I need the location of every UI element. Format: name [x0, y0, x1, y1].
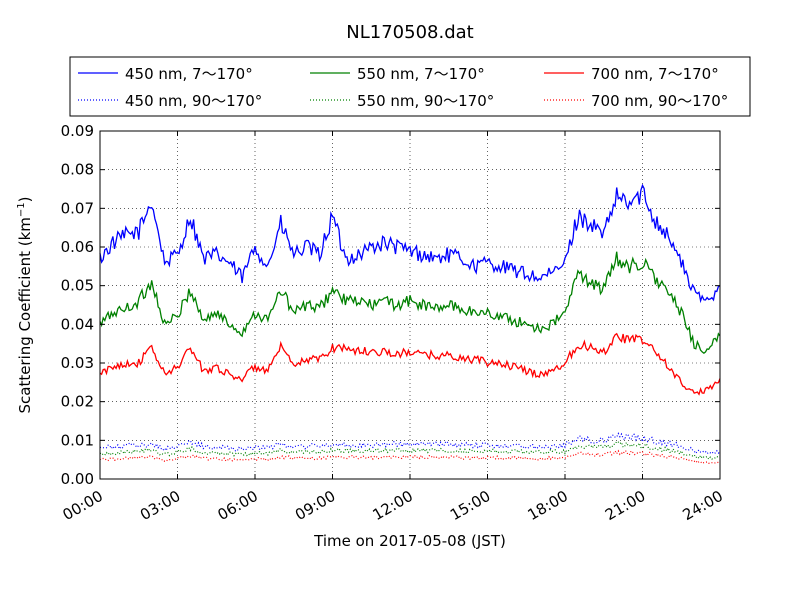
series-line-5: [99, 449, 721, 465]
y-tick-label: 0.08: [61, 161, 94, 179]
legend-box: [69, 56, 751, 117]
legend-label: 450 nm, 7～170°: [125, 65, 253, 83]
x-tick-label: 09:00: [292, 487, 338, 524]
y-axis-label: Scattering Coefficient (km−1): [16, 196, 34, 413]
legend-label: 450 nm, 90～170°: [125, 92, 262, 110]
series-line-3: [99, 432, 721, 455]
y-axis-label-end: ): [16, 196, 34, 202]
y-ticks: 0.00 0.01 0.02 0.03 0.04 0.05 0.06 0.07 0.08 0.09: [61, 122, 720, 488]
y-tick-label: 0.02: [61, 393, 94, 411]
chart-title: NL170508.dat: [346, 22, 473, 43]
y-tick-label: 0.03: [61, 354, 94, 372]
grid: [100, 131, 720, 479]
y-tick-label: 0.06: [61, 238, 94, 256]
x-axis-label: Time on 2017-05-08 (JST): [313, 532, 506, 550]
x-tick-label: 21:00: [602, 487, 648, 524]
series-line-1: [99, 251, 721, 355]
legend: 450 nm, 7～170° 550 nm, 7～170° 700 nm, 7～17…: [69, 56, 751, 117]
x-tick-label: 24:00: [680, 487, 726, 524]
x-tick-label: 18:00: [525, 487, 571, 524]
y-tick-label: 0.01: [61, 431, 94, 449]
y-tick-label: 0.09: [61, 122, 94, 140]
legend-label: 550 nm, 90～170°: [357, 92, 494, 110]
legend-label: 550 nm, 7～170°: [357, 65, 485, 83]
y-tick-label: 0.07: [61, 199, 94, 217]
y-axis-label-superscript: −1: [16, 202, 27, 217]
series-line-2: [99, 332, 721, 396]
x-tick-label: 06:00: [215, 487, 261, 524]
x-tick-label: 03:00: [137, 487, 183, 524]
series-line-0: [99, 183, 721, 304]
series-layer: [99, 183, 721, 465]
x-tick-label: 12:00: [370, 487, 416, 524]
y-tick-label: 0.04: [61, 315, 94, 333]
legend-label: 700 nm, 7～170°: [591, 65, 719, 83]
legend-label: 700 nm, 90～170°: [591, 92, 728, 110]
y-tick-label: 0.00: [61, 470, 94, 488]
y-tick-label: 0.05: [61, 277, 94, 295]
x-tick-label: 15:00: [447, 487, 493, 524]
x-tick-label: 00:00: [60, 487, 106, 524]
y-axis-label-main: Scattering Coefficient (km: [16, 217, 34, 413]
